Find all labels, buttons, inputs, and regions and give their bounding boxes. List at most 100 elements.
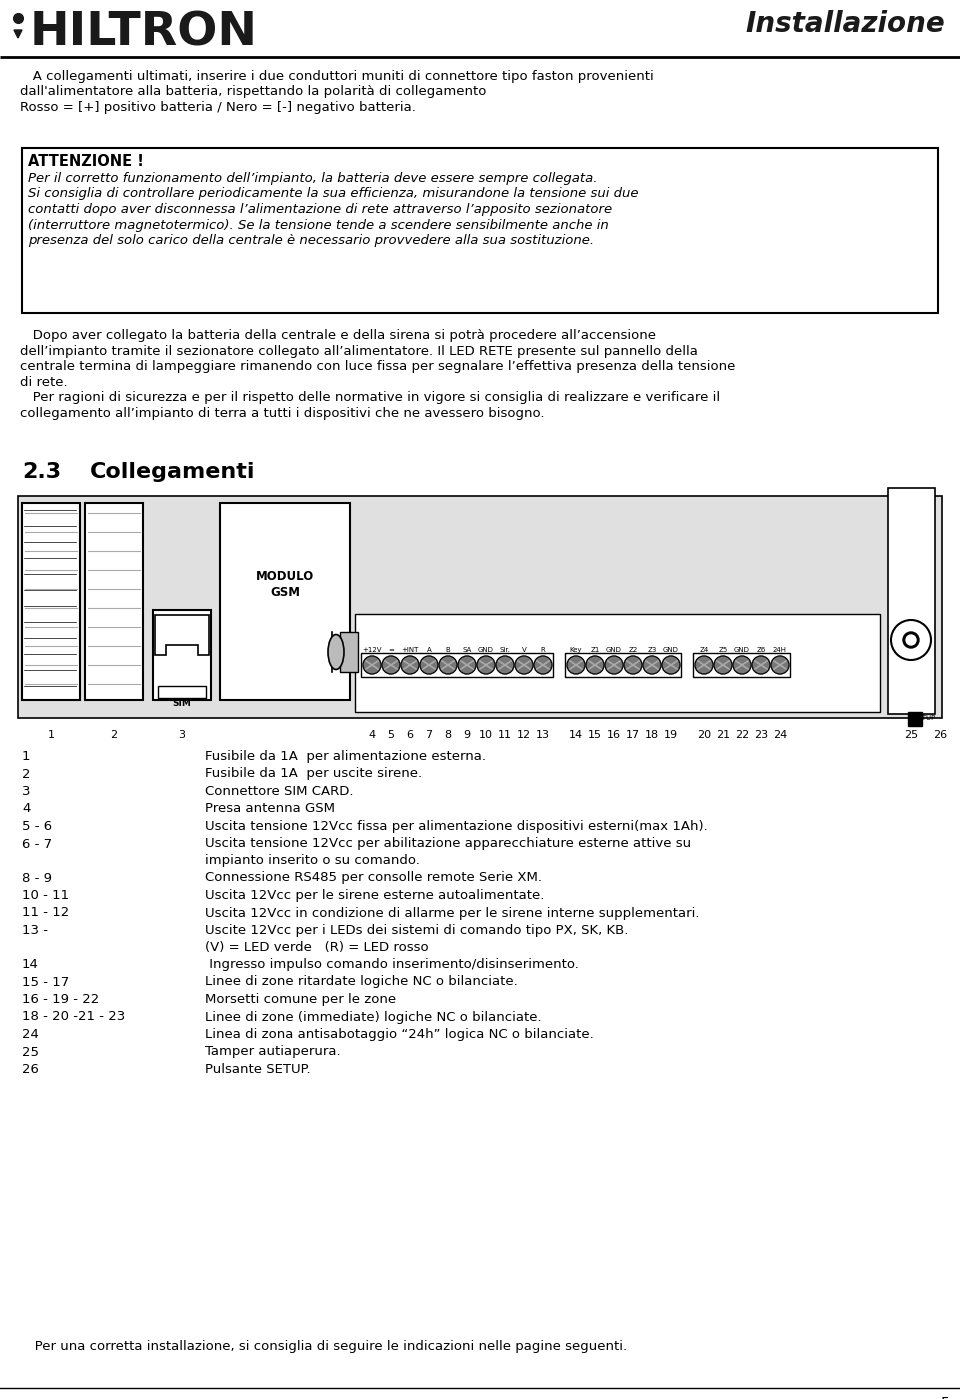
Text: 6: 6 — [406, 730, 414, 740]
Text: 21: 21 — [716, 730, 730, 740]
Text: 13: 13 — [536, 730, 550, 740]
Text: dell’impianto tramite il sezionatore collegato all’alimentatore. Il LED RETE pre: dell’impianto tramite il sezionatore col… — [20, 344, 698, 358]
Bar — [340, 632, 358, 672]
Text: 3: 3 — [179, 730, 185, 740]
Text: ATTENZIONE !: ATTENZIONE ! — [28, 154, 144, 169]
Text: 14: 14 — [569, 730, 583, 740]
Circle shape — [515, 656, 533, 674]
Text: 15: 15 — [588, 730, 602, 740]
Bar — [220, 504, 350, 700]
Circle shape — [891, 620, 931, 660]
Circle shape — [401, 656, 419, 674]
Circle shape — [567, 656, 585, 674]
Text: Per una corretta installazione, si consiglia di seguire le indicazioni nelle pag: Per una corretta installazione, si consi… — [22, 1340, 627, 1353]
Text: 11 - 12: 11 - 12 — [22, 907, 69, 919]
Text: Z3: Z3 — [647, 646, 657, 653]
Circle shape — [643, 656, 661, 674]
Text: =: = — [388, 646, 394, 653]
Text: 23: 23 — [754, 730, 768, 740]
Text: 8: 8 — [444, 730, 451, 740]
Text: Si consiglia di controllare periodicamente la sua efficienza, misurandone la ten: Si consiglia di controllare periodicamen… — [28, 187, 638, 200]
Text: Presa antenna GSM: Presa antenna GSM — [205, 803, 335, 816]
Text: Z6: Z6 — [756, 646, 766, 653]
Text: Linee di zone ritardate logiche NC o bilanciate.: Linee di zone ritardate logiche NC o bil… — [205, 975, 517, 989]
Text: 2: 2 — [110, 730, 117, 740]
Text: centrale termina di lampeggiare rimanendo con luce fissa per segnalare l’effetti: centrale termina di lampeggiare rimanend… — [20, 360, 735, 374]
Text: Connessione RS485 per consolle remote Serie XM.: Connessione RS485 per consolle remote Se… — [205, 872, 542, 884]
Text: Fusibile da 1A  per alimentazione esterna.: Fusibile da 1A per alimentazione esterna… — [205, 750, 486, 762]
Text: 7: 7 — [425, 730, 433, 740]
Text: di rete.: di rete. — [20, 375, 67, 389]
Text: 1: 1 — [22, 750, 31, 762]
Text: 1: 1 — [47, 730, 55, 740]
Circle shape — [496, 656, 514, 674]
Text: MODULO: MODULO — [256, 569, 314, 583]
Circle shape — [534, 656, 552, 674]
Bar — [22, 148, 938, 313]
Circle shape — [420, 656, 438, 674]
Text: Morsetti comune per le zone: Morsetti comune per le zone — [205, 993, 396, 1006]
Bar — [565, 653, 681, 677]
Bar — [361, 653, 553, 677]
Text: 5: 5 — [388, 730, 395, 740]
Text: Installazione: Installazione — [745, 10, 945, 38]
Text: 15 - 17: 15 - 17 — [22, 975, 69, 989]
Circle shape — [662, 656, 680, 674]
Bar — [693, 653, 790, 677]
Text: 17: 17 — [626, 730, 640, 740]
Text: 2: 2 — [22, 768, 31, 781]
Text: Collegamenti: Collegamenti — [90, 462, 255, 483]
Text: 8 - 9: 8 - 9 — [22, 872, 52, 884]
Text: Pulsante SETUP.: Pulsante SETUP. — [205, 1063, 311, 1076]
Bar — [908, 712, 922, 726]
Polygon shape — [14, 29, 22, 38]
Text: collegamento all’impianto di terra a tutti i dispositivi che ne avessero bisogno: collegamento all’impianto di terra a tut… — [20, 407, 544, 420]
Text: Uscita 12Vcc in condizione di allarme per le sirene interne supplementari.: Uscita 12Vcc in condizione di allarme pe… — [205, 907, 700, 919]
Text: Dopo aver collegato la batteria della centrale e della sirena si potrà procedere: Dopo aver collegato la batteria della ce… — [20, 329, 656, 341]
Circle shape — [771, 656, 789, 674]
Bar — [18, 497, 942, 718]
Text: +12V: +12V — [362, 646, 382, 653]
Text: 18: 18 — [645, 730, 660, 740]
Text: Uscita tensione 12Vcc per abilitazione apparecchiature esterne attive su: Uscita tensione 12Vcc per abilitazione a… — [205, 838, 691, 851]
Circle shape — [903, 632, 919, 648]
Text: 10 - 11: 10 - 11 — [22, 888, 69, 902]
Text: Per ragioni di sicurezza e per il rispetto delle normative in vigore si consigli: Per ragioni di sicurezza e per il rispet… — [20, 390, 720, 404]
Text: 26: 26 — [933, 730, 948, 740]
Text: 12: 12 — [516, 730, 531, 740]
Text: Tamper autiaperura.: Tamper autiaperura. — [205, 1045, 341, 1059]
Circle shape — [382, 656, 400, 674]
Text: SA: SA — [463, 646, 471, 653]
Text: 11: 11 — [498, 730, 512, 740]
Text: impianto inserito o su comando.: impianto inserito o su comando. — [205, 853, 420, 867]
Text: 5 - 6: 5 - 6 — [22, 820, 52, 832]
Text: Z5: Z5 — [718, 646, 728, 653]
Circle shape — [363, 656, 381, 674]
Bar — [153, 610, 211, 700]
Text: Uscita tensione 12Vcc fissa per alimentazione dispositivi esterni(max 1Ah).: Uscita tensione 12Vcc fissa per alimenta… — [205, 820, 708, 832]
Text: GND: GND — [478, 646, 494, 653]
Text: A collegamenti ultimati, inserire i due conduttori muniti di connettore tipo fas: A collegamenti ultimati, inserire i due … — [20, 70, 654, 83]
Text: GSM: GSM — [270, 586, 300, 599]
Text: GND: GND — [734, 646, 750, 653]
Text: R: R — [540, 646, 545, 653]
Text: 5: 5 — [941, 1396, 950, 1399]
Text: Connettore SIM CARD.: Connettore SIM CARD. — [205, 785, 353, 797]
Text: (interruttore magnetotermico). Se la tensione tende a scendere sensibilmente anc: (interruttore magnetotermico). Se la ten… — [28, 218, 609, 231]
Text: 24: 24 — [22, 1028, 38, 1041]
Text: HILTRON: HILTRON — [30, 10, 258, 55]
Text: +INT: +INT — [401, 646, 419, 653]
Text: 22: 22 — [734, 730, 749, 740]
Text: GND: GND — [606, 646, 622, 653]
Text: Uscita 12Vcc per le sirene esterne autoalimentate.: Uscita 12Vcc per le sirene esterne autoa… — [205, 888, 544, 902]
Circle shape — [439, 656, 457, 674]
Text: Fusibile da 1A  per uscite sirene.: Fusibile da 1A per uscite sirene. — [205, 768, 422, 781]
Text: B: B — [445, 646, 450, 653]
Circle shape — [477, 656, 495, 674]
Text: Rosso = [+] positivo batteria / Nero = [-] negativo batteria.: Rosso = [+] positivo batteria / Nero = [… — [20, 101, 416, 113]
Circle shape — [752, 656, 770, 674]
Text: 6 - 7: 6 - 7 — [22, 838, 52, 851]
Text: A: A — [426, 646, 431, 653]
Bar — [85, 504, 143, 700]
Text: Linee di zone (immediate) logiche NC o bilanciate.: Linee di zone (immediate) logiche NC o b… — [205, 1010, 541, 1024]
